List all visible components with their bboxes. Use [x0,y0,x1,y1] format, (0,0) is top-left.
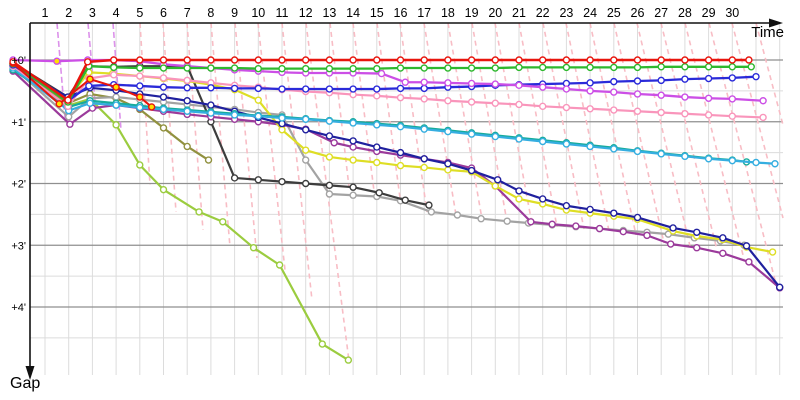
svg-text:4: 4 [113,6,120,20]
svg-text:17: 17 [417,6,431,20]
svg-text:22: 22 [536,6,550,20]
svg-text:8: 8 [207,6,214,20]
svg-text:1: 1 [42,6,49,20]
svg-text:2: 2 [65,6,72,20]
svg-text:10: 10 [251,6,265,20]
y-tick-labels: +0' +1' +2' +3' +4' [11,55,26,314]
x-tick-labels: 1 2 3 4 5 6 7 8 9 10 11 12 13 14 15 16 17 18 19 20 21 22 23 24 2… [42,6,740,20]
svg-text:9: 9 [231,6,238,20]
svg-text:7: 7 [184,6,191,20]
svg-text:6: 6 [160,6,167,20]
svg-text:13: 13 [322,6,336,20]
series-purple [9,67,784,292]
svg-text:27: 27 [654,6,668,20]
svg-text:11: 11 [276,6,289,20]
svg-text:16: 16 [394,6,408,20]
svg-text:21: 21 [512,6,526,20]
svg-text:14: 14 [346,6,360,20]
x-axis-arrow-icon [769,18,783,28]
svg-text:28: 28 [678,6,692,20]
svg-text:30: 30 [725,6,739,20]
svg-text:12: 12 [299,6,313,20]
svg-text:29: 29 [702,6,716,20]
svg-text:+1': +1' [11,117,26,129]
svg-text:5: 5 [136,6,143,20]
svg-text:+3': +3' [11,240,26,252]
svg-text:19: 19 [465,6,479,20]
y-axis-arrow-icon [25,366,35,380]
svg-text:3: 3 [89,6,96,20]
series-yellowgreen [9,61,353,364]
series-red-leader [9,56,753,104]
svg-text:23: 23 [559,6,573,20]
svg-text:+0': +0' [11,55,26,67]
svg-text:18: 18 [441,6,455,20]
svg-text:+4': +4' [11,302,26,314]
svg-text:20: 20 [488,6,502,20]
series-pink [9,62,767,122]
y-axis-label: Gap [10,375,41,392]
svg-text:15: 15 [370,6,384,20]
svg-text:+2': +2' [11,179,26,191]
svg-text:26: 26 [631,6,645,20]
svg-text:24: 24 [583,6,597,20]
x-axis-label: Time [751,24,784,41]
svg-text:25: 25 [607,6,621,20]
axes [25,18,783,380]
